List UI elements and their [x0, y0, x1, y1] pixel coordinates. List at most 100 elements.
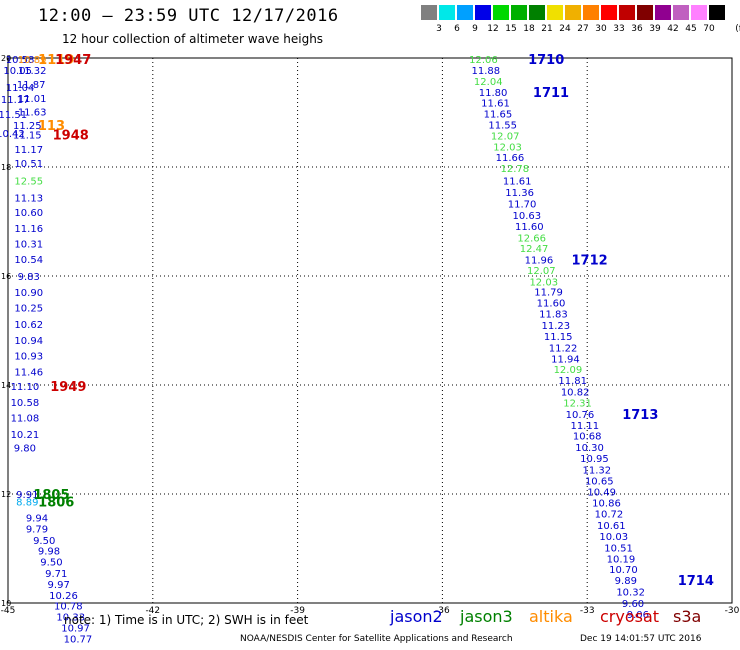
- time-label: 1711: [533, 86, 569, 101]
- scale-label: 9: [472, 24, 478, 34]
- data-label: 11.81: [558, 376, 587, 387]
- scale-label: 15: [505, 24, 517, 34]
- data-label: 10.49: [587, 487, 616, 498]
- data-label: 12.78: [500, 164, 529, 175]
- legend-jason2: jason2: [390, 607, 443, 626]
- x-tick-label: -30: [725, 606, 740, 616]
- data-label: 11.83: [539, 310, 568, 321]
- data-label: 11.79: [534, 287, 563, 298]
- scale-label: 36: [631, 24, 643, 34]
- scale-label: 30: [595, 24, 607, 34]
- footer-note: note: 1) Time is in UTC; 2) SWH is in fe…: [64, 613, 309, 627]
- data-label: 10.19: [607, 554, 636, 565]
- data-label: 11.65: [484, 110, 513, 121]
- scale-swatch: [475, 5, 491, 20]
- scale-swatch: [529, 5, 545, 20]
- scale-swatch: [601, 5, 617, 20]
- data-label: 10.97: [61, 624, 90, 635]
- data-label: 12.47: [520, 244, 549, 255]
- scale-swatch: [439, 5, 455, 20]
- scale-swatch: [637, 5, 653, 20]
- data-label: 11.15: [544, 332, 573, 343]
- scale-label: 6: [454, 24, 460, 34]
- data-label: 11.08: [11, 414, 40, 425]
- data-label: 10.25: [14, 304, 43, 315]
- data-label: 10.94: [14, 336, 43, 347]
- data-label: 10.61: [597, 521, 626, 532]
- data-label: 10.77: [64, 634, 93, 645]
- data-label: 11.36: [505, 188, 534, 199]
- data-label: 11.55: [488, 120, 517, 131]
- data-label: 10.76: [566, 410, 595, 421]
- data-label: 11.32: [583, 465, 612, 476]
- data-label: 9.71: [45, 569, 67, 580]
- scale-swatch: [709, 5, 725, 20]
- chart-subtitle: 12 hour collection of altimeter wave hei…: [62, 32, 324, 46]
- data-label: 9.50: [40, 558, 62, 569]
- data-label: 10.62: [14, 320, 43, 331]
- data-label: 11.96: [525, 256, 554, 267]
- time-label: 1806: [38, 496, 74, 511]
- data-label: 10.70: [609, 565, 638, 576]
- scale-label: 42: [667, 24, 679, 34]
- data-label: 10.65: [585, 476, 614, 487]
- scale-label: 27: [577, 24, 589, 34]
- data-label: 12.09: [554, 365, 583, 376]
- data-label: 12.66: [517, 233, 546, 244]
- data-label: 9.60: [622, 599, 644, 610]
- time-label: 1713: [622, 408, 658, 423]
- data-label: 11.60: [515, 222, 544, 233]
- scale-label: 3: [436, 24, 442, 34]
- scale-label: 21: [541, 24, 553, 34]
- data-label: 12.07: [491, 131, 520, 142]
- data-label: 10.05: [3, 66, 32, 77]
- data-label: 10.42: [0, 129, 25, 140]
- scale-label: 33: [613, 24, 625, 34]
- data-label: 10.95: [580, 454, 609, 465]
- x-tick-label: -39: [290, 606, 305, 616]
- data-label: 11.32: [18, 66, 47, 77]
- data-label: 10.03: [599, 532, 628, 543]
- data-label: 11.23: [542, 321, 571, 332]
- data-label: 10.78: [54, 602, 83, 613]
- scale-swatch: [691, 5, 707, 20]
- x-tick-label: -33: [580, 606, 595, 616]
- data-label: 11.51: [0, 110, 27, 121]
- y-tick-label: 18: [1, 163, 11, 172]
- data-label: 11.17: [14, 145, 43, 156]
- data-label: 10.51: [14, 159, 43, 170]
- data-label: 11.63: [18, 107, 47, 118]
- legend-jason3: jason3: [460, 607, 513, 626]
- data-label: 11.10: [11, 382, 40, 393]
- y-tick-label: 14: [1, 381, 11, 390]
- data-label: 10.93: [14, 352, 43, 363]
- scale-label: 24: [559, 24, 571, 34]
- data-label: 10.68: [573, 432, 602, 443]
- y-tick-label: 12: [1, 490, 11, 499]
- data-label: 11.61: [481, 99, 510, 110]
- data-label: 12.03: [529, 277, 558, 288]
- scale-swatch: [655, 5, 671, 20]
- scale-swatch: [421, 5, 437, 20]
- data-label: 8.89: [16, 498, 38, 509]
- data-label: 9.50: [33, 536, 55, 547]
- data-label: 10.82: [561, 388, 590, 399]
- time-label: 113: [38, 119, 65, 134]
- data-label: 11.66: [496, 153, 525, 164]
- time-label: 1948: [53, 128, 89, 143]
- data-label: 11.88: [472, 66, 501, 77]
- data-label: 11.70: [508, 200, 537, 211]
- data-label: 11.11: [570, 421, 599, 432]
- legend-s3a: s3a: [673, 607, 702, 626]
- data-label: 10.89: [18, 55, 47, 66]
- data-label: 9.79: [26, 524, 48, 535]
- data-label: 10.72: [595, 510, 624, 521]
- data-label: 11.01: [18, 94, 47, 105]
- data-label: 11.60: [537, 299, 566, 310]
- footer-credit: NOAA/NESDIS Center for Satellite Applica…: [240, 634, 513, 644]
- time-label: 1947: [55, 53, 91, 68]
- data-label: 10.58: [11, 398, 40, 409]
- data-label: 11.13: [14, 194, 43, 205]
- data-label: 11.16: [14, 224, 43, 235]
- legend-cryosat: cryosat: [600, 607, 660, 626]
